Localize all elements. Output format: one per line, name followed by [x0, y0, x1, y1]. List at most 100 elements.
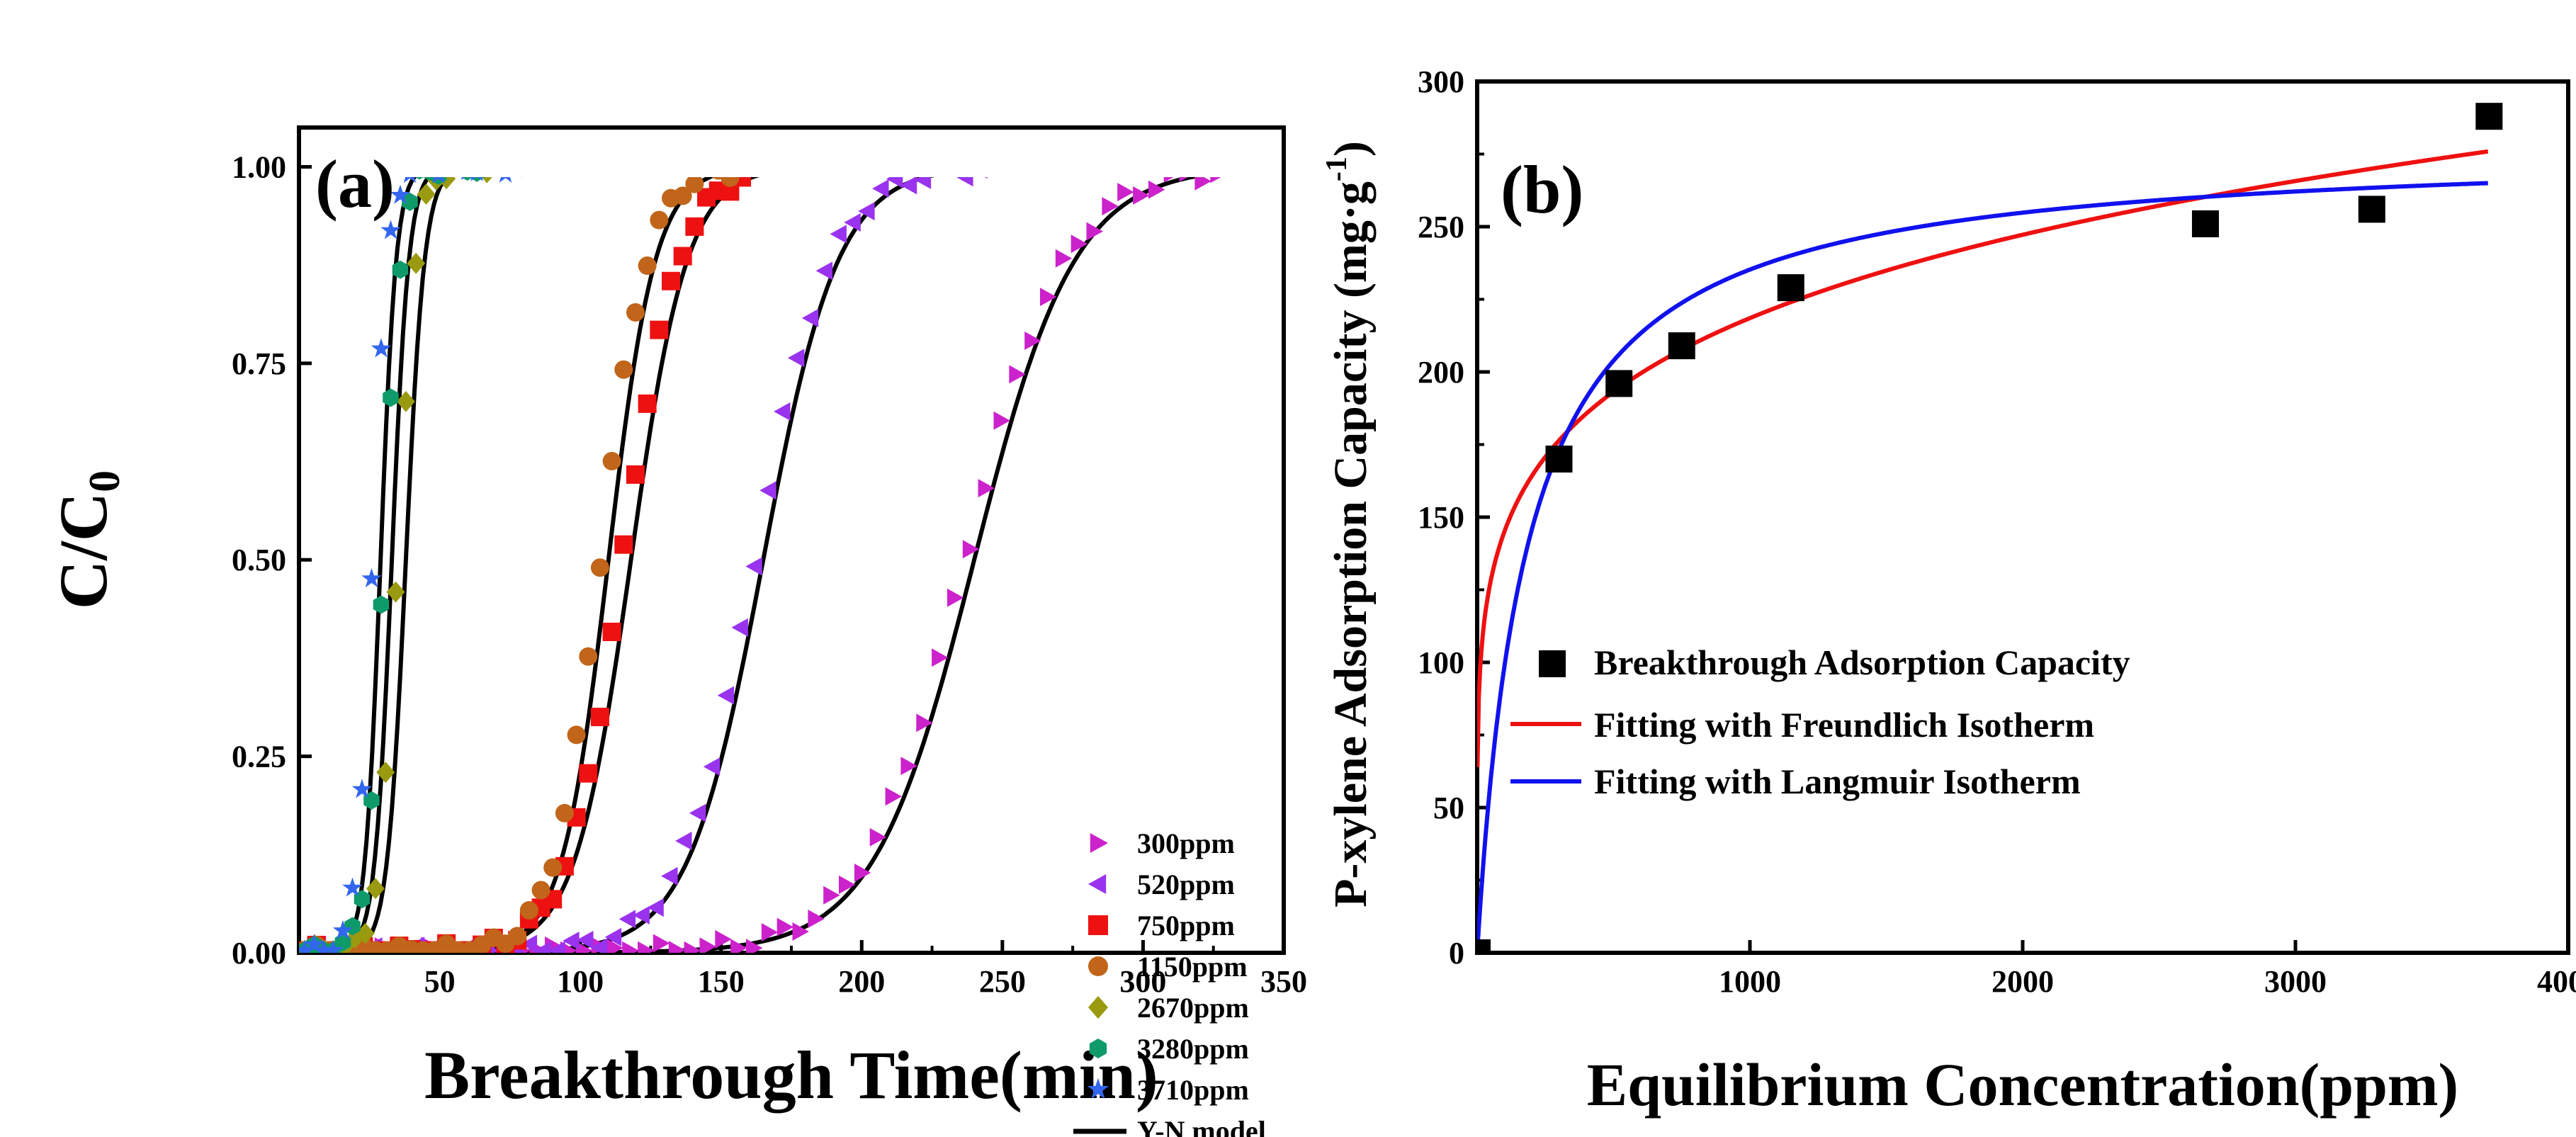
data-point-300ppm	[1040, 288, 1057, 307]
data-point-1150ppm	[590, 558, 609, 577]
data-point-1150ppm	[543, 858, 563, 877]
data-point-300ppm	[776, 917, 794, 937]
legend-entry: Fitting with Langmuir Isotherm	[1510, 762, 2081, 801]
data-point-3710ppm	[470, 177, 483, 181]
legend-marker-1150ppm	[1088, 956, 1108, 976]
data-point-1150ppm	[697, 159, 716, 177]
data-point-3280ppm	[415, 177, 424, 180]
data-point-1150ppm	[555, 803, 574, 822]
legend-entry: 1150ppm	[1088, 951, 1248, 983]
data-point-3710ppm	[342, 877, 363, 897]
legend-marker	[1088, 915, 1108, 935]
y-axis-title-b-main: P-xylene Adsorption Capacity (mg·g	[1325, 181, 1377, 907]
data-point-1150ppm	[508, 927, 527, 946]
y-tick-label: 250	[1418, 210, 1464, 244]
panel-label-b: (b)	[1501, 152, 1583, 227]
data-point-2670ppm	[407, 252, 426, 274]
data-point-750ppm	[602, 622, 621, 641]
x-tick-label: 2000	[1992, 964, 2054, 999]
legend-marker	[1089, 1039, 1107, 1058]
data-point-750ppm	[614, 535, 633, 554]
data-point-1150ppm	[579, 647, 598, 666]
y-axis-title-a-sub: 0	[81, 470, 129, 492]
fit-curve-langmuir	[1477, 181, 2488, 949]
data-point-300ppm	[854, 864, 871, 882]
data-point-520ppm	[929, 157, 945, 175]
data-point-520ppm	[675, 832, 692, 850]
data-point-3710ppm	[304, 934, 324, 953]
chart-panel-a: 50 100 150 200 250 300 350 0.00 0.25 0.5…	[45, 125, 1307, 1137]
data-point-750ppm	[745, 157, 763, 176]
y-tick-labels-a: 0.00 0.25 0.50 0.75 1.00	[232, 149, 286, 971]
legend-entry: 750ppm	[1088, 910, 1235, 941]
data-point-3710ppm	[380, 220, 401, 239]
data-point-3280ppm	[450, 154, 466, 172]
data-point-3710ppm	[486, 152, 506, 171]
data-point-300ppm	[916, 713, 933, 732]
data-point-520ppm	[900, 177, 917, 195]
x-tick-label: 100	[557, 964, 604, 999]
data-point-1150ppm	[567, 725, 586, 745]
legend-label: 1150ppm	[1137, 951, 1248, 983]
data-point-520ppm	[958, 177, 959, 178]
data-point-300ppm	[1148, 180, 1165, 199]
data-point-2670ppm	[376, 762, 395, 784]
data-point-520ppm	[985, 154, 1001, 172]
data-point-300ppm	[1102, 197, 1119, 216]
data-point-520ppm	[577, 930, 594, 949]
data-point-520ppm	[830, 225, 847, 244]
data-point-300ppm	[622, 941, 639, 953]
data-point-300ppm	[1210, 177, 1221, 183]
legend-marker-750ppm	[1088, 915, 1108, 935]
data-point-3280ppm	[363, 791, 380, 810]
data-point-520ppm	[618, 910, 636, 929]
data-point-520ppm	[914, 177, 932, 189]
data-point-2670ppm	[488, 152, 507, 174]
y-tick-label: 1.00	[232, 149, 286, 184]
data-point-300ppm	[606, 939, 623, 953]
legend-entry: Fitting with Freundlich Isotherm	[1510, 705, 2094, 745]
data-point-3280ppm	[402, 192, 418, 211]
data-point-300ppm	[1070, 234, 1088, 254]
data-point-520ppm	[872, 179, 889, 198]
data-point-300ppm	[761, 923, 779, 941]
data-point-3280ppm	[373, 595, 390, 614]
data-point-2670ppm	[396, 390, 415, 412]
data-point-750ppm	[685, 217, 704, 236]
data-point-1150ppm	[650, 210, 669, 230]
data-point-capacity	[2191, 210, 2219, 237]
legend-label: 300ppm	[1137, 827, 1235, 859]
data-point-300ppm	[575, 941, 593, 953]
data-point-1150ppm	[602, 451, 621, 470]
data-point-300ppm	[715, 929, 732, 949]
data-point-750ppm	[638, 394, 657, 413]
data-point-capacity	[2358, 196, 2385, 223]
data-point-300ppm	[1133, 186, 1150, 205]
data-point-520ppm	[604, 927, 622, 946]
data-point-520ppm	[731, 618, 748, 637]
data-point-520ppm	[548, 941, 565, 953]
data-point-3710ppm	[409, 152, 429, 171]
x-axis-title-b: Equilibrium Concentration(ppm)	[1587, 1051, 2458, 1119]
legend-label: Fitting with Langmuir Isotherm	[1594, 762, 2081, 801]
x-axis-title-a: Breakthrough Time(min)	[424, 1037, 1158, 1113]
data-point-3710ppm	[323, 939, 344, 953]
legend-entry: 3710ppm	[1087, 1074, 1249, 1106]
data-point-520ppm	[886, 177, 903, 188]
data-point-3710ppm	[419, 158, 439, 177]
data-point-3280ppm	[440, 155, 456, 174]
data-point-capacity	[1668, 332, 1695, 360]
legend-label: Y-N model	[1137, 1115, 1266, 1137]
x-tick-label: 150	[698, 964, 745, 999]
x-tick-label: 1000	[1719, 964, 1781, 999]
data-point-2670ppm	[481, 177, 492, 183]
data-point-1150ppm	[711, 177, 725, 180]
data-point-300ppm	[993, 411, 1010, 430]
data-point-520ppm	[661, 866, 678, 886]
model-curve-3710ppm	[299, 177, 417, 953]
data-point-300ppm	[638, 941, 655, 953]
legend-marker	[1088, 874, 1107, 894]
legend-entry: 300ppm	[1090, 827, 1235, 859]
